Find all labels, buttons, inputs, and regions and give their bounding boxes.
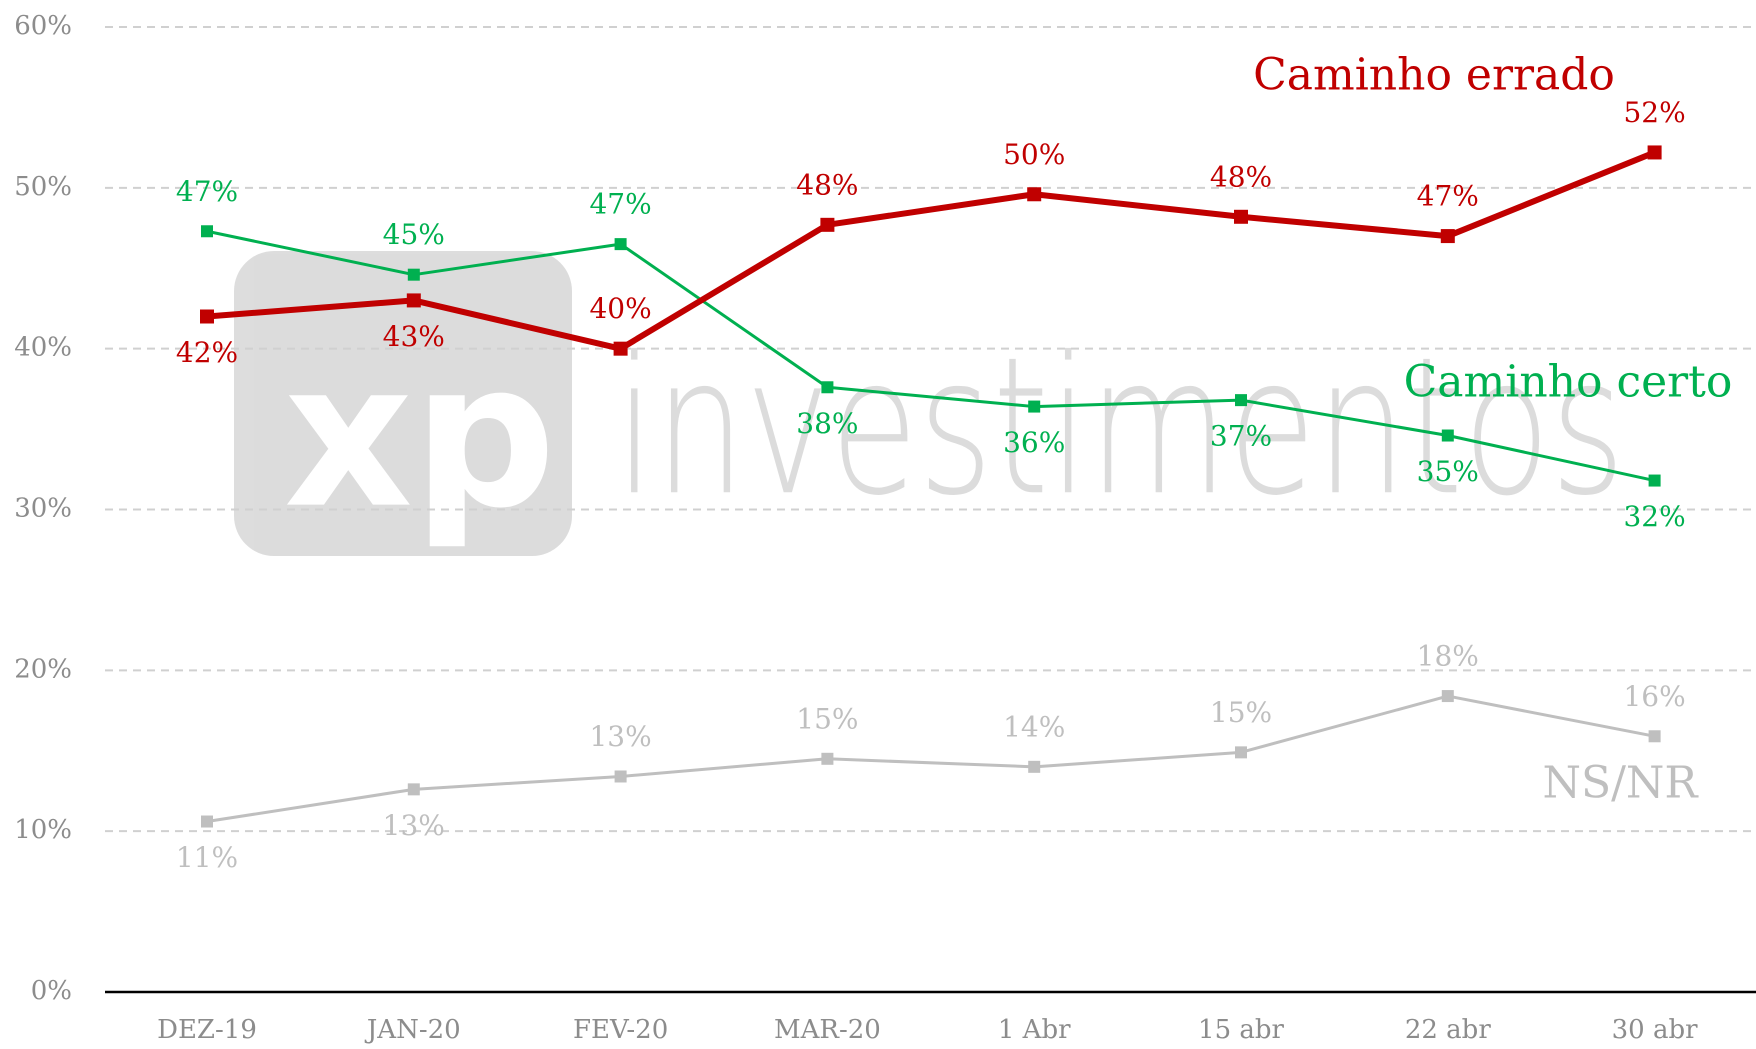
data-label: 48% <box>796 168 858 201</box>
series-line <box>206 149 1656 352</box>
data-label: 13% <box>589 720 651 753</box>
data-label: 15% <box>796 702 858 735</box>
point <box>821 381 834 394</box>
x-tick-label: FEV-20 <box>573 1015 668 1045</box>
data-label: 11% <box>176 841 238 874</box>
y-tick-label: 40% <box>14 333 72 363</box>
legend-label: NS/NR <box>1542 758 1699 809</box>
data-label: 32% <box>1623 500 1685 533</box>
point <box>1647 145 1662 160</box>
data-label: 13% <box>383 809 445 842</box>
data-label: 38% <box>796 407 858 440</box>
y-tick-label: 10% <box>14 815 72 845</box>
series-line <box>206 229 1655 483</box>
watermark-logo: xp <box>284 320 556 553</box>
data-label: 16% <box>1623 680 1685 713</box>
data-label: 14% <box>1003 710 1065 743</box>
point <box>1440 229 1455 244</box>
point <box>1441 429 1454 442</box>
data-label: 50% <box>1003 138 1065 171</box>
point <box>1234 209 1248 224</box>
x-tick-label: DEZ-19 <box>157 1015 257 1045</box>
data-label: 35% <box>1417 455 1479 488</box>
y-tick-label: 50% <box>14 172 72 202</box>
x-tick-label: MAR-20 <box>774 1015 881 1045</box>
series-line <box>206 694 1655 823</box>
point <box>1027 187 1042 202</box>
point <box>407 783 420 796</box>
point <box>407 268 420 281</box>
watermark-text: investimentos <box>615 316 1625 537</box>
point <box>1235 394 1247 407</box>
data-label: 43% <box>383 320 445 353</box>
y-tick-label: 30% <box>14 494 72 524</box>
point <box>1648 474 1661 487</box>
point <box>201 815 213 828</box>
point <box>1028 400 1041 413</box>
data-label: 37% <box>1210 420 1272 453</box>
x-tick-label: 30 abr <box>1612 1015 1698 1045</box>
point <box>1028 760 1041 773</box>
x-tick-label: 22 abr <box>1405 1015 1491 1045</box>
watermark-logo-box <box>234 251 572 556</box>
point <box>821 752 834 765</box>
data-label: 18% <box>1417 640 1479 673</box>
x-tick-label: JAN-20 <box>364 1015 461 1045</box>
data-label: 52% <box>1623 96 1685 129</box>
point <box>613 341 628 356</box>
point <box>406 293 421 308</box>
data-label: 47% <box>1417 180 1479 213</box>
data-label: 47% <box>176 175 238 208</box>
point <box>614 770 627 783</box>
y-tick-label: 20% <box>14 654 72 684</box>
y-tick-label: 60% <box>14 11 72 41</box>
point <box>820 217 835 232</box>
data-label: 48% <box>1210 160 1272 193</box>
y-tick-label: 0% <box>31 976 72 1006</box>
watermark: xp investimentos <box>234 251 1625 556</box>
x-tick-label: 1 Abr <box>998 1015 1071 1045</box>
data-label: 42% <box>176 336 238 369</box>
data-label: 15% <box>1210 696 1272 729</box>
data-label: 36% <box>1003 426 1065 459</box>
point <box>614 238 627 251</box>
data-label: 47% <box>589 188 651 221</box>
point <box>201 225 213 238</box>
point <box>1441 690 1454 703</box>
point <box>200 309 214 324</box>
data-label: 45% <box>383 218 445 251</box>
point <box>1235 746 1247 759</box>
point <box>1648 730 1661 743</box>
legend-label: Caminho errado <box>1253 50 1615 101</box>
x-tick-label: 15 abr <box>1198 1015 1284 1045</box>
data-label: 40% <box>589 292 651 325</box>
legend-label: Caminho certo <box>1404 357 1733 408</box>
